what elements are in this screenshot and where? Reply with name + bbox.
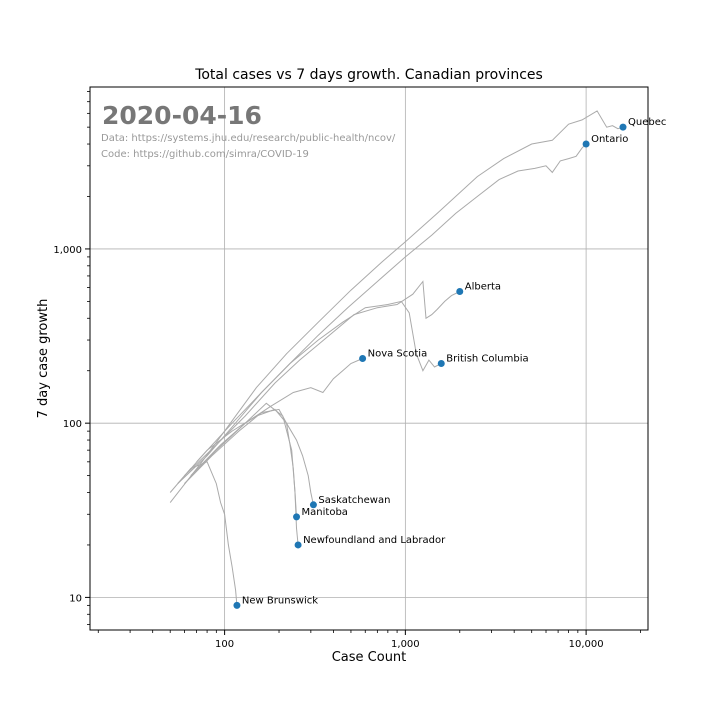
- data-point: [233, 601, 241, 609]
- point-label: Nova Scotia: [368, 349, 428, 360]
- y-tick-label: 10: [69, 593, 82, 604]
- plot-frame: [89, 86, 649, 631]
- chart-title: Total cases vs 7 days growth. Canadian p…: [194, 67, 543, 83]
- point-label: Newfoundland and Labrador: [303, 535, 446, 546]
- data-point: [359, 355, 367, 363]
- point-label: New Brunswick: [242, 595, 318, 606]
- y-axis-label: 7 day case growth: [36, 299, 51, 419]
- grid: [90, 87, 648, 630]
- date-annotation: 2020-04-16: [102, 101, 262, 130]
- point-label: Alberta: [465, 281, 501, 292]
- data-point: [437, 360, 445, 368]
- data-source-annotation: Data: https://systems.jhu.edu/research/p…: [101, 133, 396, 144]
- trajectory-line: [196, 300, 442, 463]
- axis-ticks: 100 1,000 10,000 10 100 1,000: [53, 91, 641, 650]
- data-point: [294, 541, 302, 549]
- data-point: [309, 501, 317, 509]
- x-tick-label: 10,000: [569, 639, 604, 650]
- x-tick-label: 1,000: [391, 639, 420, 650]
- data-points: [233, 123, 627, 609]
- data-point: [582, 140, 590, 148]
- point-label: British Columbia: [446, 354, 528, 365]
- data-point: [619, 123, 627, 131]
- trajectory-line: [169, 461, 238, 606]
- y-tick-label: 1,000: [53, 245, 82, 256]
- point-label: Quebec: [628, 117, 666, 128]
- data-point: [293, 513, 301, 521]
- trajectory-line: [184, 280, 461, 476]
- data-point: [456, 287, 464, 295]
- x-tick-label: 100: [215, 639, 234, 650]
- y-tick-label: 100: [63, 419, 82, 430]
- x-axis-label: Case Count: [332, 650, 407, 665]
- trajectory-lines: [169, 110, 624, 606]
- point-label: Saskatchewan: [318, 495, 390, 506]
- code-source-annotation: Code: https://github.com/simra/COVID-19: [101, 149, 309, 160]
- point-label: Ontario: [591, 134, 628, 145]
- trajectory-line: [169, 110, 624, 503]
- point-label: Manitoba: [302, 507, 348, 518]
